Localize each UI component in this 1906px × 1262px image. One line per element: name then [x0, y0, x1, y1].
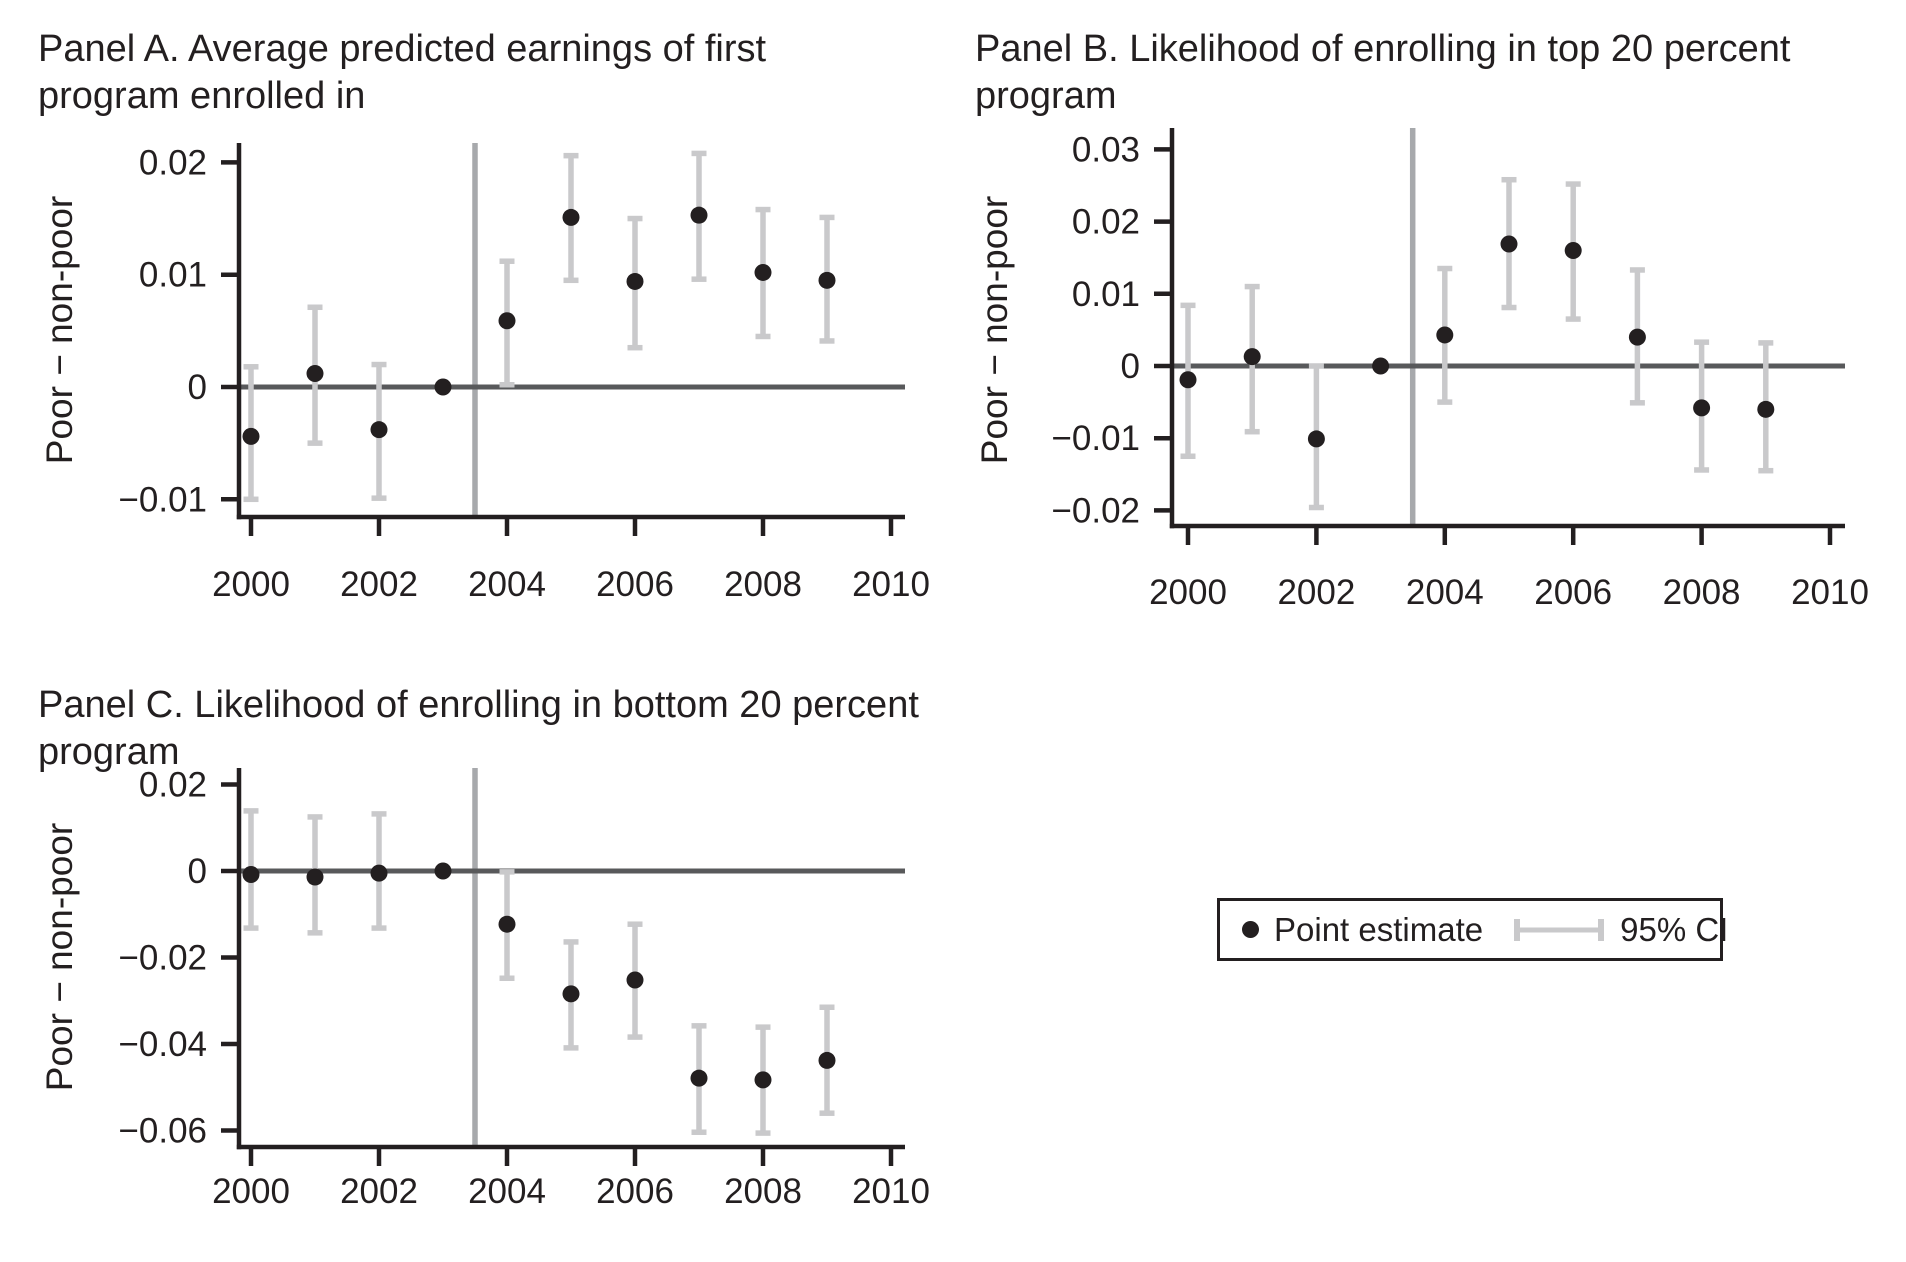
- point-marker: [562, 985, 580, 1003]
- x-tick-label: 2004: [468, 565, 546, 604]
- point-marker: [754, 263, 772, 281]
- point-marker: [306, 365, 324, 383]
- point-marker: [1179, 371, 1197, 389]
- x-tick-label: 2004: [468, 1172, 546, 1211]
- y-tick-label: −0.06: [118, 1112, 207, 1151]
- y-tick-label: −0.01: [118, 480, 207, 519]
- ci-marker-icon: [1514, 918, 1605, 941]
- x-tick-label: 2002: [340, 1172, 418, 1211]
- legend-ci-label: 95% CI: [1620, 910, 1729, 948]
- point-marker: [1693, 399, 1711, 417]
- legend: Point estimate 95% CI: [1217, 898, 1728, 961]
- panel-c-title-line2: program: [38, 731, 180, 773]
- x-tick-label: 2006: [1534, 573, 1612, 612]
- y-tick-label: 0: [1121, 347, 1140, 386]
- panel-a-title-line2: program enrolled in: [38, 75, 366, 117]
- y-tick-label: 0: [188, 368, 207, 407]
- point-estimate-marker-icon: [1242, 921, 1259, 938]
- point-marker: [1307, 430, 1325, 448]
- x-tick-label: 2010: [1791, 573, 1869, 612]
- x-tick-label: 2008: [1663, 573, 1741, 612]
- x-tick-label: 2000: [212, 565, 290, 604]
- panel-a-title: Panel A. Average predicted earnings of f…: [38, 26, 766, 120]
- panel-b-plot: 0.03 0.02 0.01 0 −0.01 −0.02 2000 2002 2004 2006 2…: [1051, 128, 1869, 612]
- y-tick-label: −0.04: [118, 1025, 207, 1064]
- legend-point-label: Point estimate: [1274, 910, 1484, 948]
- point-marker: [1372, 357, 1390, 375]
- y-tick-label: 0.03: [1072, 130, 1140, 169]
- point-marker: [1500, 235, 1518, 253]
- panel-a-plot: 0.02 0.01 0 −0.01 2000 2002 2004 2006 2008 2010: [118, 143, 930, 604]
- y-tick-label: 0.02: [1072, 203, 1140, 242]
- point-marker: [498, 312, 516, 330]
- x-tick-label: 2010: [852, 1172, 930, 1211]
- x-tick-label: 2010: [852, 565, 930, 604]
- panel-b-title-line2: program: [975, 75, 1117, 117]
- x-tick-label: 2008: [724, 565, 802, 604]
- point-marker: [690, 206, 708, 224]
- x-tick-label: 2008: [724, 1172, 802, 1211]
- y-tick-label: −0.01: [1051, 419, 1140, 458]
- point-marker: [242, 427, 260, 445]
- point-marker: [562, 208, 580, 226]
- point-marker: [1628, 328, 1646, 346]
- point-marker: [1757, 400, 1775, 418]
- x-tick-label: 2002: [1277, 573, 1355, 612]
- point-marker: [370, 864, 388, 882]
- point-marker: [818, 271, 836, 289]
- panel-a-title-line1: Panel A. Average predicted earnings of f…: [38, 28, 767, 70]
- y-tick-label: 0.02: [139, 143, 207, 182]
- point-marker: [498, 915, 516, 933]
- panel-c-title: Panel C. Likelihood of enrolling in bott…: [38, 682, 919, 776]
- point-marker: [370, 421, 388, 439]
- panel-b-title-line1: Panel B. Likelihood of enrolling in top …: [975, 28, 1791, 70]
- point-marker: [818, 1051, 836, 1069]
- y-tick-label: −0.02: [118, 939, 207, 978]
- y-tick-label: −0.02: [1051, 491, 1140, 530]
- point-marker: [434, 862, 452, 880]
- x-tick-label: 2000: [212, 1172, 290, 1211]
- point-marker: [242, 865, 260, 883]
- point-marker: [1243, 348, 1261, 366]
- x-tick-label: 2004: [1406, 573, 1484, 612]
- point-marker: [754, 1071, 772, 1089]
- panel-c-title-line1: Panel C. Likelihood of enrolling in bott…: [38, 684, 919, 726]
- x-tick-label: 2006: [596, 1172, 674, 1211]
- y-tick-label: 0: [188, 852, 207, 891]
- point-marker: [306, 868, 324, 886]
- x-tick-label: 2000: [1149, 573, 1227, 612]
- y-tick-label: 0.01: [1072, 275, 1140, 314]
- point-marker: [626, 971, 644, 989]
- y-tick-label: 0.01: [139, 256, 207, 295]
- point-marker: [1564, 241, 1582, 259]
- x-tick-label: 2006: [596, 565, 674, 604]
- panel-b-title: Panel B. Likelihood of enrolling in top …: [975, 26, 1790, 120]
- y-tick-label: 0.02: [139, 766, 207, 805]
- point-marker: [690, 1069, 708, 1087]
- point-marker: [434, 378, 452, 396]
- point-marker: [1436, 326, 1454, 344]
- point-marker: [626, 272, 644, 290]
- x-tick-label: 2002: [340, 565, 418, 604]
